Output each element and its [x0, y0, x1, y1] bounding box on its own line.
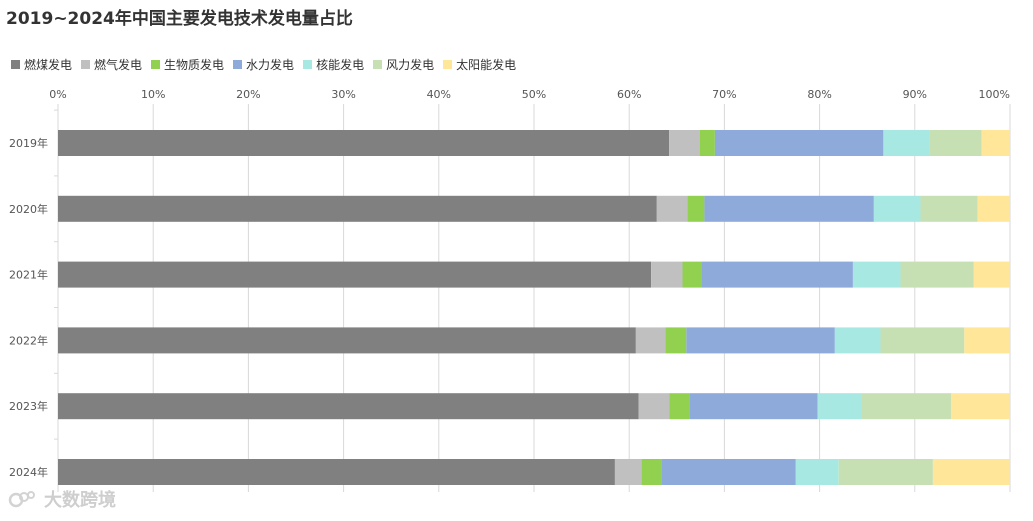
category-label: 2019年 [9, 136, 48, 150]
legend-swatch [11, 60, 20, 69]
bar-segment [699, 130, 715, 156]
bar-segment [58, 459, 615, 485]
bar-segment [873, 195, 921, 222]
bar-segment [973, 261, 1010, 288]
bar-segment [58, 261, 652, 288]
bar-segment [661, 459, 796, 485]
legend-label: 燃气发电 [94, 58, 143, 72]
legend-label: 太阳能发电 [456, 58, 517, 72]
bar-segment [686, 327, 835, 354]
legend-item: 水力发电 [233, 56, 294, 73]
legend-label: 核能发电 [316, 58, 365, 72]
category-label: 2023年 [9, 399, 48, 413]
bar-segment [861, 393, 951, 420]
bar-segment [714, 130, 884, 156]
x-tick-label: 70% [712, 88, 736, 101]
bar-segment [704, 195, 874, 222]
bar-segment [669, 393, 690, 420]
legend-item: 生物质发电 [151, 56, 224, 73]
watermark-text: 大数跨境 [44, 490, 116, 511]
legend-item: 燃气发电 [81, 56, 142, 73]
legend-label: 生物质发电 [164, 58, 225, 72]
bar-segment [932, 459, 1010, 485]
x-tick-label: 50% [522, 88, 546, 101]
legend-swatch [373, 60, 383, 69]
category-label: 2022年 [9, 333, 48, 347]
x-tick-label: 30% [331, 88, 355, 101]
bar-segment [950, 393, 1010, 420]
bar-segment [689, 393, 818, 420]
legend-label: 燃煤发电 [24, 58, 73, 72]
bar-segment [58, 130, 670, 156]
legend-swatch [81, 60, 91, 69]
bar-segment [641, 459, 662, 485]
x-axis-ticks: 0% 10% 20% 30% 40% 50% 60% 70% 80% 90% 100% [49, 88, 1010, 101]
x-tick-label: 80% [807, 88, 831, 101]
bar-segment [682, 261, 702, 288]
bar-segment [669, 130, 700, 156]
bar-segment [687, 195, 705, 222]
gridlines [54, 104, 1011, 492]
bar-segment [900, 261, 974, 288]
legend-item: 太阳能发电 [443, 56, 516, 73]
legend-item: 燃煤发电 [11, 56, 72, 73]
legend-item: 核能发电 [303, 56, 364, 73]
bars [58, 130, 1010, 485]
bar-segment [635, 327, 666, 354]
legend-swatch [443, 60, 453, 69]
bar-segment [701, 261, 853, 288]
y-axis-categories: 2019年 2020年 2021年 2022年 2023年 2024年 [9, 136, 48, 479]
bar-segment [838, 459, 933, 485]
bar-segment [964, 327, 1010, 354]
bar-segment [58, 393, 639, 420]
x-tick-label: 100% [979, 88, 1010, 101]
bar-segment [929, 130, 982, 156]
bar-segment [58, 327, 636, 354]
bar-segment [852, 261, 901, 288]
legend-swatch [303, 60, 313, 69]
category-label: 2020年 [9, 202, 48, 216]
legend: 燃煤发电 燃气发电 生物质发电 水力发电 核能发电 风力发电 太阳能发电 [11, 56, 525, 73]
legend-label: 风力发电 [386, 58, 435, 72]
bar-segment [656, 195, 688, 222]
bar-segment [883, 130, 930, 156]
legend-swatch [233, 60, 243, 69]
bar-segment [817, 393, 862, 420]
watermark: 大数跨境 [8, 486, 116, 512]
x-tick-label: 60% [617, 88, 641, 101]
legend-swatch [151, 60, 161, 69]
bar-segment [614, 459, 642, 485]
legend-item: 风力发电 [373, 56, 434, 73]
x-tick-label: 40% [427, 88, 451, 101]
bar-segment [834, 327, 881, 354]
bar-segment [651, 261, 683, 288]
bar-segment [880, 327, 965, 354]
category-label: 2021年 [9, 268, 48, 282]
watermark-logo-icon [8, 491, 35, 508]
bar-segment [981, 130, 1010, 156]
legend-label: 水力发电 [246, 58, 295, 72]
chart-title: 2019~2024年中国主要发电技术发电量占比 [6, 9, 353, 29]
bar-segment [58, 195, 657, 222]
x-tick-label: 0% [49, 88, 66, 101]
bar-segment [795, 459, 839, 485]
x-tick-label: 90% [903, 88, 927, 101]
bar-segment [638, 393, 670, 420]
bar-segment [977, 195, 1010, 222]
x-tick-label: 10% [141, 88, 165, 101]
bar-segment [920, 195, 978, 222]
x-tick-label: 20% [236, 88, 260, 101]
category-label: 2024年 [9, 465, 48, 479]
bar-segment [665, 327, 687, 354]
